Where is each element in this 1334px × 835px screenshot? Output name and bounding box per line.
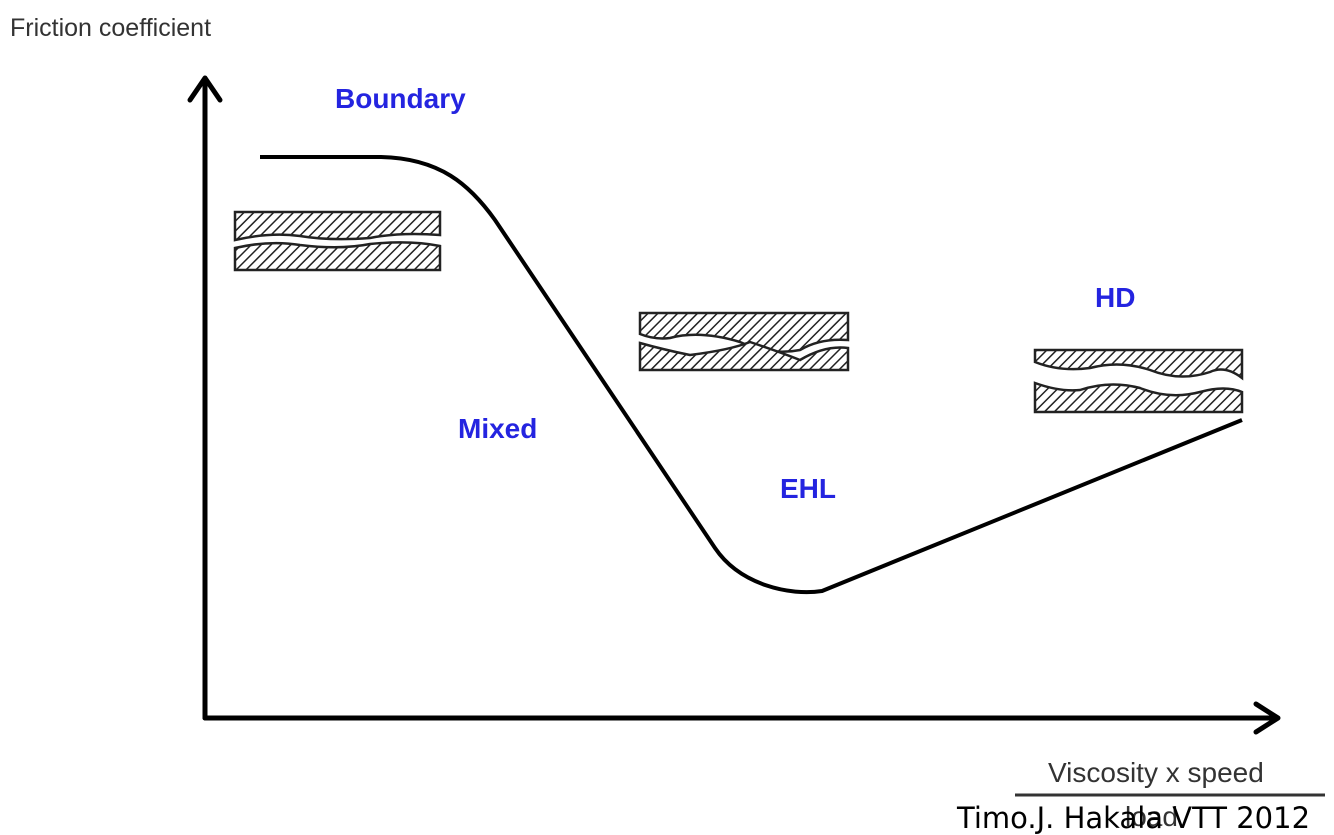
diagram: Friction coefficient Boundary Mixed EHL …: [0, 0, 1334, 835]
region-label: Mixed: [458, 413, 537, 444]
region-label: EHL: [780, 473, 836, 504]
credit: Timo.J. Hakala VTT 2012: [956, 801, 1310, 835]
surface-lower: [235, 242, 440, 270]
surface-blocks: [235, 212, 1242, 412]
surface-upper: [235, 212, 440, 240]
region-label: Boundary: [335, 83, 466, 114]
surface-lower: [640, 342, 848, 370]
x-axis-label-numerator: Viscosity x speed: [1048, 757, 1264, 788]
surface-lower: [1035, 383, 1242, 412]
surface-upper: [1035, 350, 1242, 378]
region-label: HD: [1095, 282, 1135, 313]
y-axis-label: Friction coefficient: [10, 14, 211, 42]
